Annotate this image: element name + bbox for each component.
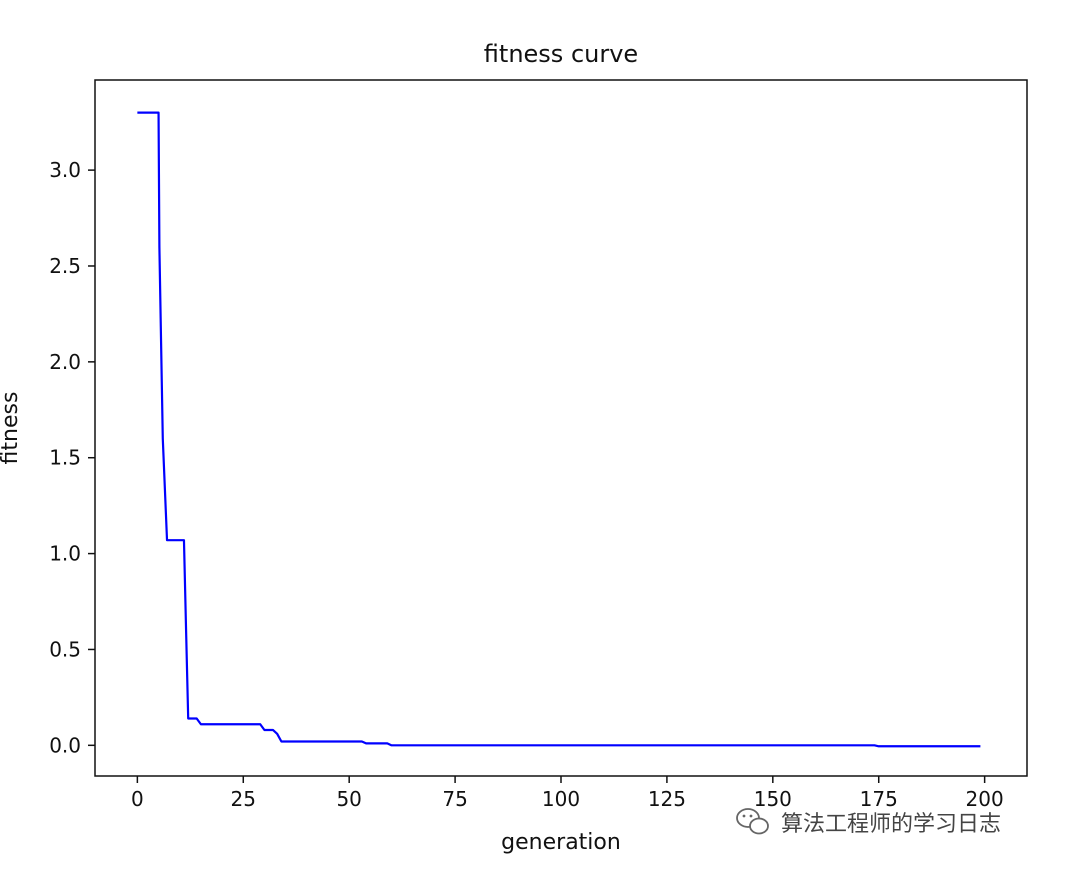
wechat-icon (736, 808, 769, 835)
chart-title: fitness curve (484, 40, 638, 68)
y-tick-label: 0.0 (49, 733, 81, 757)
y-tick-label: 0.5 (49, 637, 81, 661)
x-tick-label: 75 (442, 787, 467, 811)
x-axis-label: generation (501, 830, 621, 855)
y-tick-label: 2.5 (49, 254, 81, 278)
series-layer (137, 111, 981, 748)
series-line (137, 111, 981, 748)
plot-frame (94, 79, 1028, 777)
y-tick-label: 2.0 (49, 350, 81, 374)
y-tick-label: 3.0 (49, 158, 81, 182)
x-tick-label: 200 (966, 787, 1004, 811)
y-axis-label: fitness (0, 392, 23, 465)
watermark: 算法工程师的学习日志 (736, 808, 1001, 837)
x-tick-label: 25 (231, 787, 256, 811)
x-tick-label: 0 (131, 787, 144, 811)
x-axis-ticks: 0 25 50 75 100 125 150 175 200 (131, 776, 1004, 811)
x-tick-label: 100 (542, 787, 580, 811)
watermark-text: 算法工程师的学习日志 (781, 812, 1001, 837)
x-tick-label: 125 (648, 787, 686, 811)
y-axis-ticks: 0.0 0.5 1.0 1.5 2.0 2.5 3.0 (49, 158, 95, 757)
x-tick-label: 50 (336, 787, 361, 811)
x-tick-label: 150 (754, 787, 792, 811)
y-tick-label: 1.0 (49, 542, 81, 566)
y-tick-label: 1.5 (49, 446, 81, 470)
x-tick-label: 175 (860, 787, 898, 811)
